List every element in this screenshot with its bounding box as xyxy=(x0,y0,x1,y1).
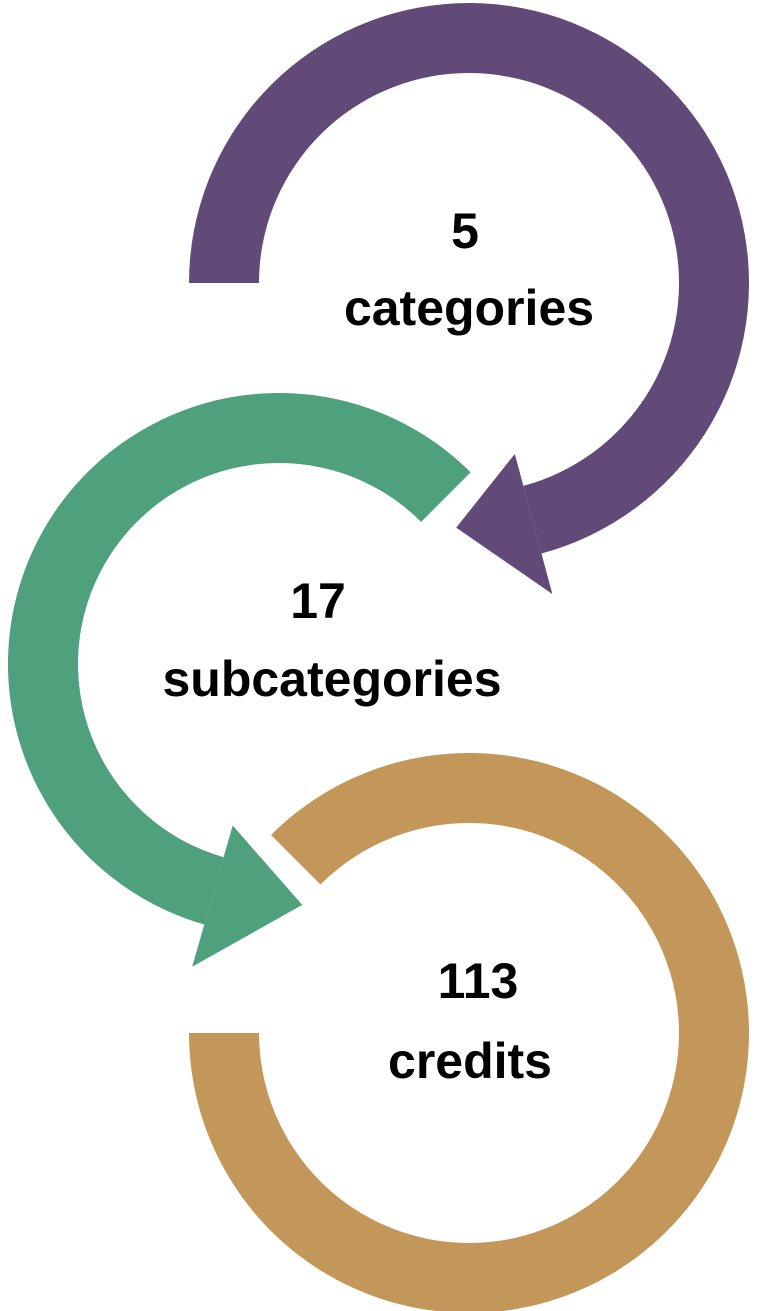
ring-arc xyxy=(7,392,471,925)
node-number: 17 xyxy=(290,573,346,629)
ring-arc xyxy=(189,753,749,1311)
shapes xyxy=(7,2,749,1311)
node-number: 113 xyxy=(438,953,519,1009)
arrow-head xyxy=(456,453,553,595)
node-label: subcategories xyxy=(162,651,501,707)
arrow-head xyxy=(192,825,303,967)
node-number: 5 xyxy=(451,203,479,259)
node-label: credits xyxy=(388,1033,552,1089)
node-label: categories xyxy=(344,280,594,336)
